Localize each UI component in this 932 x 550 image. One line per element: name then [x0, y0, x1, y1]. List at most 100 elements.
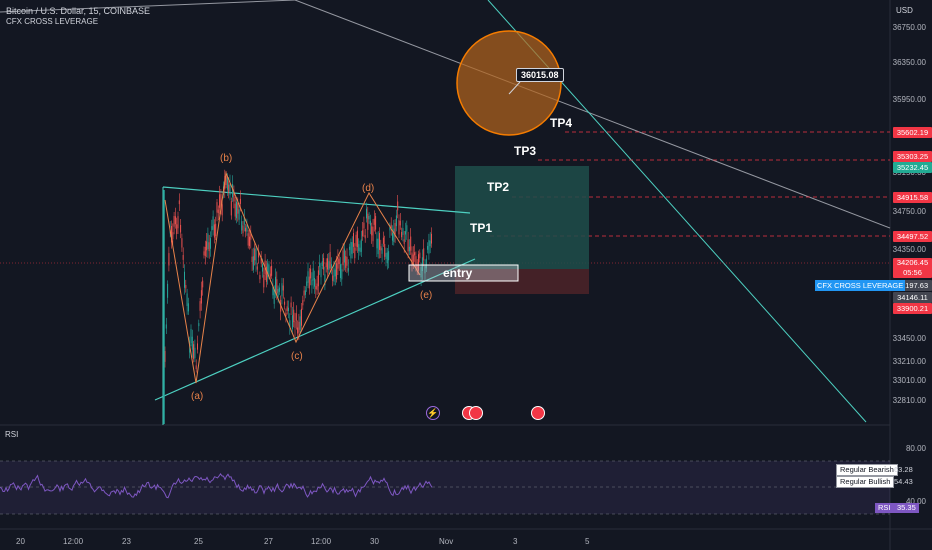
- candle-body: [406, 225, 407, 231]
- price-axis-label: 36350.00: [893, 58, 926, 67]
- price-tag-tp4: 35602.19: [893, 127, 932, 138]
- candle-body: [323, 258, 324, 270]
- candle-body: [262, 264, 263, 271]
- rsi-tag: RSI: [875, 503, 894, 513]
- candle-body: [378, 239, 379, 254]
- rsi-value: 35.35: [894, 503, 919, 513]
- candle-body: [396, 215, 397, 226]
- candle-body: [354, 248, 355, 259]
- price-tag-stop: 33900.21: [893, 303, 932, 314]
- candle-body: [184, 272, 185, 288]
- rsi-title[interactable]: RSI: [5, 430, 18, 439]
- price-axis-label: 33210.00: [893, 357, 926, 366]
- circle-price-label: 36015.08: [516, 68, 564, 82]
- candle-body: [168, 253, 169, 265]
- price-axis-label: 36750.00: [893, 23, 926, 32]
- price-axis-label: 34750.00: [893, 207, 926, 216]
- wave-e-label: (e): [420, 290, 432, 301]
- candle-body: [176, 224, 177, 234]
- candle-body: [193, 344, 194, 359]
- candle-body: [339, 259, 340, 264]
- candle-body: [380, 246, 381, 250]
- candle-body: [345, 256, 346, 268]
- candle-body: [256, 248, 257, 264]
- candle-body: [191, 329, 192, 343]
- candle-body: [287, 306, 288, 311]
- candle-body: [371, 226, 372, 235]
- candle-body: [192, 337, 193, 350]
- candle-body: [383, 238, 384, 244]
- candle-body: [386, 253, 387, 259]
- candle-body: [410, 237, 411, 251]
- candle-body: [409, 247, 410, 252]
- price-tag-teal: 35232.45: [893, 162, 932, 173]
- candle-body: [369, 216, 370, 219]
- time-label: 12:00: [63, 537, 83, 546]
- candle-body: [361, 239, 362, 252]
- candle-body: [245, 228, 246, 232]
- candle-body: [259, 275, 260, 279]
- candle-body: [373, 227, 374, 242]
- candle-body: [347, 257, 348, 266]
- regular-bullish-label: Regular Bullish: [836, 476, 894, 488]
- candle-body: [166, 324, 167, 328]
- candle-body: [213, 216, 214, 230]
- candle-body: [295, 321, 296, 327]
- candle-body: [302, 300, 303, 305]
- candle-body: [257, 266, 258, 269]
- candle-body: [214, 224, 215, 237]
- price-axis-label: 32810.00: [893, 396, 926, 405]
- candle-body: [360, 248, 361, 253]
- candle-body: [313, 268, 314, 280]
- us-flag-icon[interactable]: [531, 406, 545, 420]
- candle-body: [412, 253, 413, 267]
- candle-body: [233, 194, 234, 201]
- candle-body: [198, 323, 199, 326]
- candle-body: [240, 199, 241, 204]
- rsi-band: [0, 461, 890, 514]
- candle-body: [215, 224, 216, 236]
- candle-body: [332, 275, 333, 280]
- candle-body: [363, 223, 364, 229]
- wave-a-label: (a): [191, 391, 203, 402]
- price-axis-label: 33010.00: [893, 376, 926, 385]
- candle-body: [327, 258, 328, 269]
- wave-c-label: (c): [291, 351, 303, 362]
- candle-body: [402, 228, 403, 235]
- candle-body: [428, 240, 429, 254]
- candle-body: [404, 239, 405, 243]
- candle-body: [178, 216, 179, 228]
- candle-body: [217, 202, 218, 212]
- candle-body: [292, 315, 293, 329]
- candle-body: [334, 268, 335, 282]
- candle-body: [276, 279, 277, 293]
- candle-body: [201, 290, 202, 303]
- candle-body: [269, 264, 270, 273]
- candle-body: [243, 225, 244, 233]
- candle-body: [222, 204, 223, 215]
- candle-body: [362, 230, 363, 236]
- candle-body: [401, 232, 402, 237]
- candle-body: [275, 277, 276, 293]
- candle-body: [419, 253, 420, 259]
- candle-body: [167, 284, 168, 298]
- candle-body: [284, 302, 285, 305]
- time-label: 20: [16, 537, 25, 546]
- candle-body: [249, 237, 250, 246]
- flash-icon[interactable]: ⚡: [426, 406, 440, 420]
- candle-body: [282, 283, 283, 296]
- candle-body: [200, 301, 201, 311]
- indicator-title[interactable]: CFX CROSS LEVERAGE: [6, 17, 98, 26]
- candle-body: [399, 220, 400, 234]
- entry-label: entry: [443, 266, 472, 280]
- candle-body: [311, 280, 312, 286]
- us-flag-icon[interactable]: [469, 406, 483, 420]
- candle-body: [202, 281, 203, 288]
- candle-body: [278, 289, 279, 297]
- candle-body: [231, 201, 232, 215]
- candle-body: [393, 229, 394, 242]
- candle-body: [172, 232, 173, 239]
- candle-body: [414, 252, 415, 255]
- symbol-title[interactable]: Bitcoin / U.S. Dollar, 15, COINBASE: [6, 6, 150, 16]
- price-tag-tp3: 35303.25: [893, 151, 932, 162]
